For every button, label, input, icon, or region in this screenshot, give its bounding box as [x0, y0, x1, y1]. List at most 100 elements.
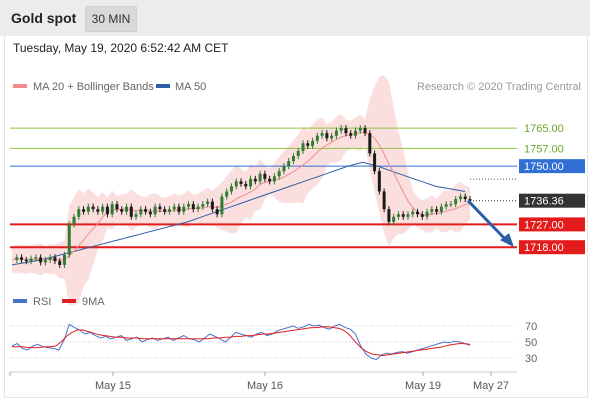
candle-body — [177, 206, 181, 212]
level-1750-00-label: 1750.00 — [524, 161, 564, 173]
candle-body — [325, 133, 329, 139]
candle-body — [396, 214, 400, 217]
candle-body — [373, 153, 377, 172]
x-axis-ticks: May 15 May 16 May 19 May 27 — [9, 372, 509, 392]
level-1736-36-tag — [519, 193, 585, 208]
candle-body — [110, 204, 114, 215]
candle-body — [387, 209, 391, 222]
price-level-labels: 1765.00 1757.00 1750.00 1736.36 1727.00 1718.… — [519, 123, 585, 255]
candle-body — [134, 214, 138, 217]
rsi-tick-label: 50 — [525, 337, 537, 349]
candle-body — [20, 257, 24, 260]
candle-body — [315, 135, 319, 141]
rsi-legend-label: RSI — [33, 296, 51, 308]
candle-body — [306, 143, 310, 146]
candle-body — [62, 254, 66, 265]
bollinger-bands — [12, 75, 470, 306]
candle-body — [291, 156, 295, 162]
rsi-legend-swatch — [13, 299, 27, 303]
ma20-legend-swatch — [13, 84, 27, 88]
level-1757-00-label: 1757.00 — [524, 143, 564, 155]
rsi-grid: 70 50 30 — [10, 321, 537, 365]
candle-body — [96, 209, 100, 212]
chart-frame — [4, 36, 588, 398]
chart-timestamp: Tuesday, May 19, 2020 6:52:42 AM CET — [13, 41, 229, 55]
candle-body — [53, 257, 57, 262]
candle-body — [158, 206, 162, 210]
ma50-legend-swatch — [156, 84, 170, 88]
instrument-title: Gold spot — [11, 10, 77, 26]
candle-body — [115, 204, 119, 210]
candle-body — [463, 196, 467, 200]
candle-body — [67, 224, 71, 255]
candle-body — [363, 128, 367, 134]
x-tick-label: May 27 — [473, 380, 509, 392]
candle-body — [29, 258, 33, 262]
candle-body — [249, 178, 253, 187]
candle-body — [206, 201, 210, 205]
candle-body — [77, 209, 81, 217]
candle-body — [187, 204, 191, 207]
candle-body — [244, 183, 248, 187]
timeframe-button[interactable]: 30 MIN — [85, 6, 137, 32]
candle-body — [215, 209, 219, 215]
candle-body — [344, 128, 348, 134]
candle-body — [435, 209, 439, 212]
forecast-arrow — [466, 199, 514, 248]
candle-body — [296, 150, 300, 156]
candle-body — [58, 261, 62, 265]
candle-body — [301, 143, 305, 151]
candle-body — [439, 206, 443, 212]
candle-body — [349, 133, 353, 136]
candle-body — [196, 206, 200, 210]
ma50-line — [11, 161, 466, 266]
forecast-arrow-shaft — [466, 199, 510, 244]
candle-body — [234, 181, 238, 187]
candle-body — [454, 199, 458, 205]
candle-body — [225, 191, 229, 197]
candle-body — [458, 196, 462, 200]
candle-body — [468, 199, 472, 201]
candle-body — [416, 211, 420, 215]
level-1750-00-tag — [519, 159, 585, 174]
candle-body — [382, 191, 386, 210]
candle-body — [444, 204, 448, 207]
level-1736-36-label: 1736.36 — [524, 196, 564, 208]
moving-averages — [11, 132, 471, 266]
candle-body — [272, 176, 276, 182]
candle-body — [339, 128, 343, 131]
level-1718-00-label: 1718.00 — [524, 242, 564, 254]
ma50-legend-label: MA 50 — [175, 81, 206, 93]
rsi-line — [11, 323, 471, 361]
candle-body — [125, 206, 128, 212]
x-tick-label: May 16 — [247, 380, 283, 392]
candle-body — [334, 130, 338, 136]
candle-body — [172, 206, 176, 210]
candle-body — [43, 259, 47, 263]
candle-body — [239, 181, 243, 184]
rsi-ma-line — [12, 326, 471, 357]
candle-body — [182, 206, 186, 212]
candle-body — [167, 209, 171, 212]
level-1765-00-label: 1765.00 — [524, 123, 564, 135]
candle-body — [24, 259, 28, 262]
candle-body — [420, 214, 424, 217]
candle-body — [48, 257, 52, 260]
candle-body — [277, 171, 281, 177]
candle-body — [139, 209, 143, 215]
ma20-line — [11, 132, 471, 261]
candle-body — [377, 171, 381, 192]
candle-body — [144, 209, 148, 212]
candle-body — [220, 196, 224, 215]
forecast-arrow-head — [500, 233, 514, 248]
rsi-tick-label: 70 — [525, 321, 537, 333]
candle-body — [287, 161, 291, 167]
candle-body — [72, 216, 76, 225]
candle-body — [229, 186, 233, 192]
candle-body — [282, 166, 286, 172]
candle-body — [148, 211, 152, 215]
candle-body — [39, 257, 43, 263]
candle-body — [153, 206, 157, 215]
level-1727-00-tag — [519, 217, 585, 232]
